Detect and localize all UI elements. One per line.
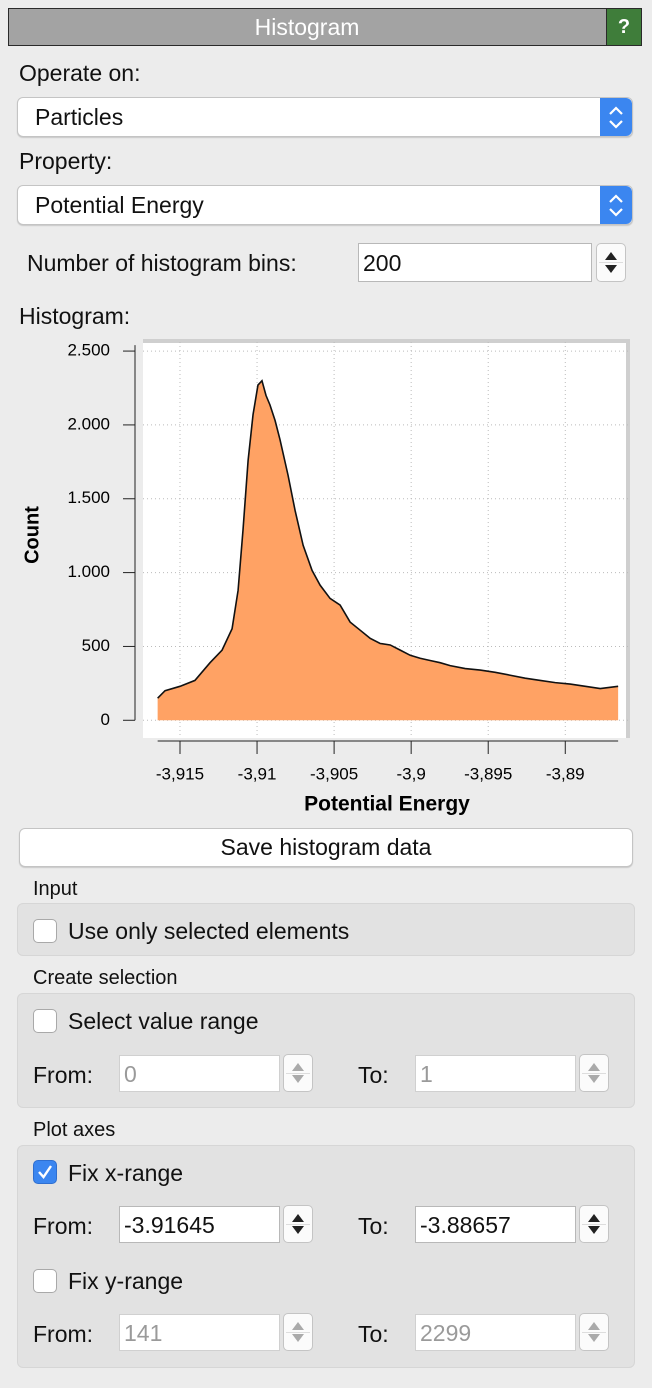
input-group — [17, 903, 635, 956]
spinner — [283, 1313, 313, 1351]
checkbox-label: Fix y-range — [68, 1268, 184, 1294]
x-tick-label: -3,905 — [310, 764, 358, 783]
to-input: 1 — [415, 1055, 576, 1092]
checkbox[interactable] — [33, 1160, 57, 1184]
bins-input[interactable]: 200 — [358, 243, 592, 282]
x-axis-title: Potential Energy — [304, 793, 470, 816]
panel-title: Histogram — [254, 14, 360, 40]
x-tick-label: -3,91 — [238, 764, 277, 783]
save-button[interactable]: Save histogram data — [19, 828, 633, 867]
x-tick-label: -3,9 — [397, 764, 426, 783]
combo-arrows — [600, 186, 632, 224]
y-tick-label: 2.000 — [67, 414, 110, 433]
from-input[interactable]: -3.91645 — [119, 1206, 280, 1243]
operate-on-label: Operate on: — [19, 60, 141, 86]
combo-value: Potential Energy — [35, 192, 204, 218]
y-axis-title: Count — [21, 506, 43, 564]
combo-value: Particles — [35, 104, 124, 130]
spinner — [579, 1313, 609, 1351]
y-tick-label: 2.500 — [67, 341, 110, 360]
bins-label: Number of histogram bins: — [27, 250, 297, 276]
checkbox[interactable] — [33, 1269, 57, 1293]
to-label: To: — [358, 1213, 389, 1239]
checkbox-label: Use only selected elements — [68, 918, 350, 944]
checkbox-label: Fix x-range — [68, 1160, 184, 1186]
panel-header: Histogram ? — [8, 8, 642, 46]
y-tick-label: 0 — [101, 710, 110, 729]
to-label: To: — [358, 1062, 389, 1088]
help-button[interactable]: ? — [606, 9, 641, 45]
spinner — [283, 1054, 313, 1092]
combo-arrows — [600, 98, 632, 136]
histogram-chart: Count Potential Energy 0 500 1.000 1.500 2.0… — [21, 339, 630, 816]
checkbox[interactable] — [33, 919, 57, 943]
check-mark — [38, 1165, 52, 1179]
checkbox[interactable] — [33, 1009, 57, 1033]
spinner — [579, 1054, 609, 1092]
operate-on-combo[interactable]: Particles — [17, 97, 633, 137]
group-title: Create selection — [33, 967, 178, 989]
y-tick-label: 1.500 — [67, 488, 110, 507]
from-label: From: — [33, 1213, 94, 1239]
histogram-line — [157, 379, 619, 699]
to-input: 2299 — [415, 1314, 576, 1351]
from-input: 0 — [119, 1055, 280, 1092]
x-tick-label: -3,915 — [156, 764, 204, 783]
histogram-area — [157, 380, 619, 721]
from-input: 141 — [119, 1314, 280, 1351]
property-combo[interactable]: Potential Energy — [17, 185, 633, 225]
group-title: Input — [33, 878, 78, 900]
y-tick-label: 1.000 — [67, 562, 110, 581]
checkbox-label: Select value range — [68, 1008, 259, 1034]
from-label: From: — [33, 1062, 94, 1088]
spinner[interactable] — [283, 1205, 313, 1243]
spinner[interactable] — [579, 1205, 609, 1243]
y-tick-label: 500 — [82, 636, 110, 655]
to-label: To: — [358, 1321, 389, 1347]
plot-frame — [143, 339, 630, 738]
bins-spinner[interactable] — [596, 243, 626, 282]
histogram-label: Histogram: — [19, 303, 131, 329]
x-tick-label: -3,89 — [546, 764, 585, 783]
to-input[interactable]: -3.88657 — [415, 1206, 576, 1243]
property-label: Property: — [19, 148, 113, 174]
group-title: Plot axes — [33, 1119, 116, 1141]
from-label: From: — [33, 1321, 94, 1347]
x-tick-label: -3,895 — [464, 764, 512, 783]
